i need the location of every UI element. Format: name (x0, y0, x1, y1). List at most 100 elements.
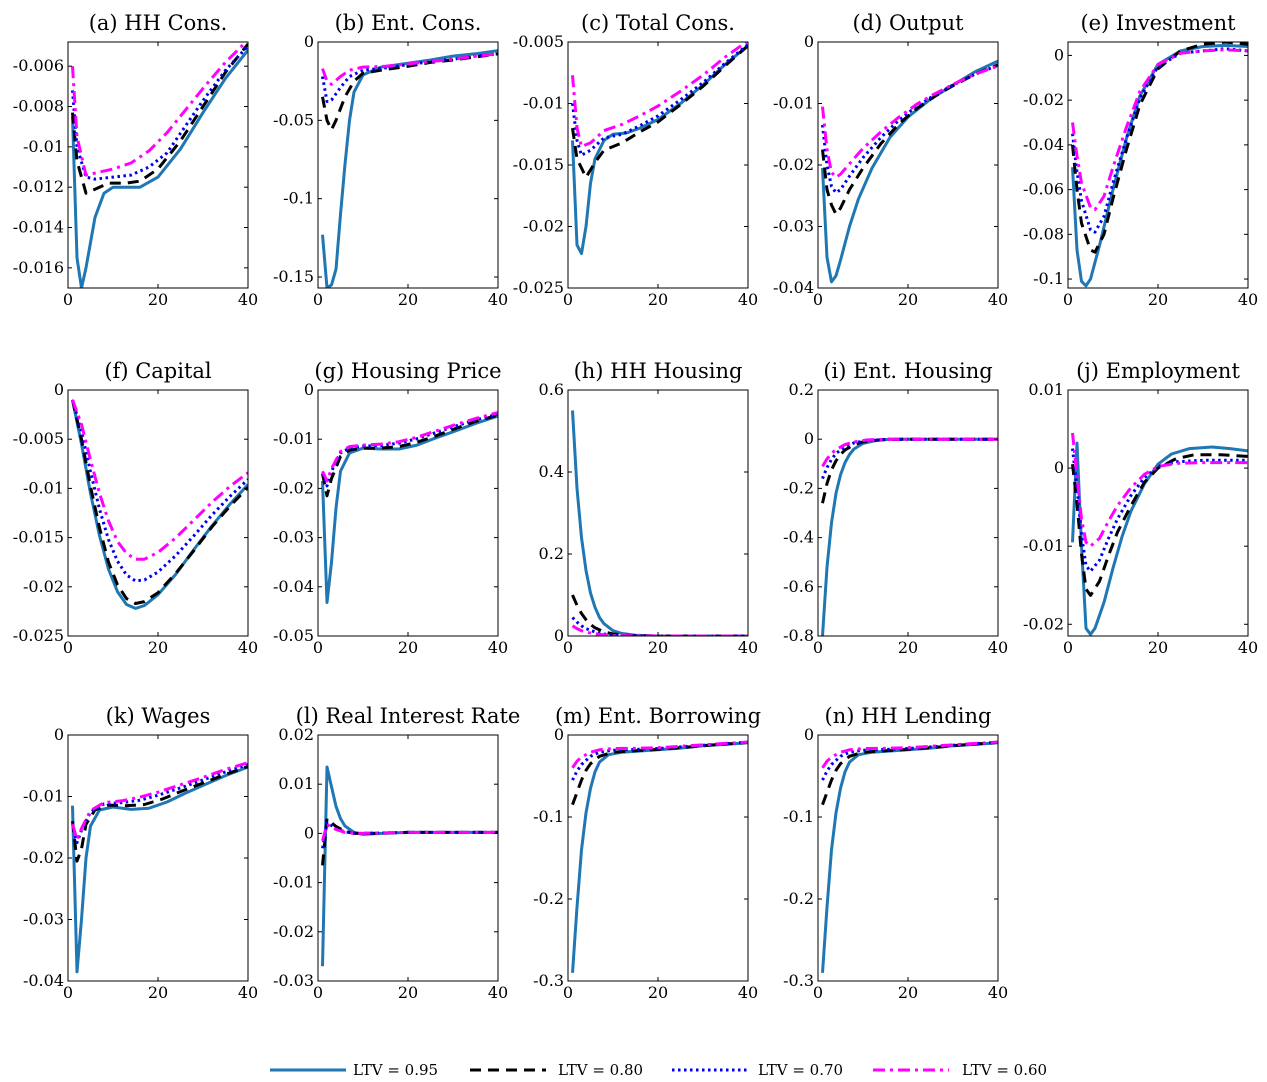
y-tick-label: -0.005 (13, 429, 64, 448)
y-tick-label: 0 (304, 380, 314, 399)
series-line-ltv-0-95 (71, 49, 248, 288)
series-line-ltv-0-70 (571, 43, 748, 157)
x-tick-label: 20 (648, 983, 668, 1002)
series-line-ltv-0-95 (821, 437, 998, 636)
series-line-ltv-0-70 (821, 63, 998, 195)
y-tick-label: -0.03 (273, 971, 314, 990)
y-tick-label: 0 (304, 823, 314, 842)
series-line-ltv-0-80 (71, 399, 248, 605)
series-line-ltv-0-80 (321, 52, 498, 132)
y-tick-label: -0.01 (523, 94, 564, 113)
series-line-ltv-0-95 (571, 410, 748, 636)
panel-n-hh-lending: (n) HH Lending 0 20 40 0 -0.1 -0.2 -0.3 (783, 704, 1008, 1002)
panel-title: (h) HH Housing (574, 359, 743, 383)
series-line-ltv-0-95 (71, 765, 248, 974)
y-tick-label: -0.01 (773, 94, 814, 113)
panel-title: (i) Ent. Housing (823, 359, 992, 383)
x-tick-label: 20 (398, 983, 418, 1002)
axes-box (317, 389, 499, 637)
series-line-ltv-0-80 (821, 437, 998, 504)
panel-b-ent-cons: (b) Ent. Cons. 0 20 40 0 -0.05 -0.1 -0.15 (273, 11, 508, 309)
y-tick-label: 0.01 (278, 774, 314, 793)
x-tick-label: 0 (1063, 290, 1073, 309)
series-line-ltv-0-70 (821, 437, 998, 480)
y-tick-label: 0 (554, 725, 564, 744)
series-line-ltv-0-70 (71, 399, 248, 583)
y-tick-label: 0 (54, 380, 64, 399)
x-tick-label: 0 (813, 290, 823, 309)
panel-i-ent-housing: (i) Ent. Housing 0 20 40 0.2 0 -0.2 -0.4 -0.6 -0.… (783, 359, 1008, 657)
series-line-ltv-0-60 (71, 761, 248, 841)
y-tick-label: -0.3 (533, 971, 564, 990)
x-tick-label: 20 (148, 290, 168, 309)
y-tick-label: -0.02 (773, 155, 814, 174)
y-tick-label: -0.025 (13, 626, 64, 645)
y-tick-label: 0 (304, 32, 314, 51)
series-line-ltv-0-70 (321, 821, 498, 849)
panel-c-total-cons: (c) Total Cons. 0 20 40 -0.005 -0.01 -0.015 -0.… (513, 11, 758, 309)
y-tick-label: -0.04 (23, 971, 64, 990)
y-tick-label: -0.025 (513, 278, 564, 297)
x-tick-label: 20 (648, 638, 668, 657)
x-tick-label: 40 (1238, 638, 1258, 657)
x-tick-label: 40 (488, 638, 508, 657)
x-tick-label: 20 (148, 638, 168, 657)
y-tick-label: -0.01 (273, 429, 314, 448)
series-line-ltv-0-80 (321, 817, 498, 866)
axes-box (817, 41, 999, 289)
y-tick-label: -0.08 (1023, 224, 1064, 243)
series-line-ltv-0-70 (1071, 47, 1248, 234)
x-tick-label: 0 (813, 638, 823, 657)
panel-title: (b) Ent. Cons. (335, 11, 482, 35)
y-tick-label: -0.01 (1023, 536, 1064, 555)
series-line-ltv-0-80 (71, 764, 248, 863)
series-line-ltv-0-80 (321, 413, 498, 498)
x-tick-label: 0 (63, 638, 73, 657)
series-line-ltv-0-95 (821, 741, 998, 973)
y-tick-label: -0.1 (283, 189, 314, 208)
x-tick-label: 40 (988, 983, 1008, 1002)
y-tick-label: 0.4 (539, 462, 564, 481)
panel-h-hh-housing: (h) HH Housing 0 20 40 0.6 0.4 0.2 0 (539, 359, 759, 657)
series-line-ltv-0-70 (1071, 448, 1248, 573)
y-tick-label: -0.02 (23, 848, 64, 867)
panel-e-investment: (e) Investment 0 20 40 0 -0.02 -0.04 -0.06 -0.08… (1023, 11, 1258, 309)
y-tick-label: 0 (1054, 45, 1064, 64)
legend-item-ltv-0-95: LTV = 0.95 (270, 1061, 438, 1079)
series-line-ltv-0-80 (821, 63, 998, 216)
y-tick-label: 0 (54, 725, 64, 744)
y-tick-label: -0.04 (1023, 135, 1064, 154)
series-line-ltv-0-80 (71, 43, 248, 195)
x-tick-label: 20 (898, 290, 918, 309)
y-tick-label: 0.01 (1028, 380, 1064, 399)
series-line-ltv-0-80 (571, 740, 748, 806)
y-tick-label: -0.015 (513, 155, 564, 174)
y-tick-label: -0.1 (783, 807, 814, 826)
legend-label: LTV = 0.95 (353, 1061, 438, 1079)
x-tick-label: 20 (398, 638, 418, 657)
panel-title: (e) Investment (1080, 11, 1236, 35)
y-tick-label: -0.1 (533, 807, 564, 826)
panel-a-hh-cons: (a) HH Cons. 0 20 40 -0.006 -0.008 -0.01 -0.012… (13, 11, 258, 309)
y-tick-label: -0.2 (533, 889, 564, 908)
y-tick-label: -0.008 (13, 97, 64, 116)
x-tick-label: 0 (313, 638, 323, 657)
axes-box (567, 389, 749, 637)
series-line-ltv-0-95 (71, 399, 248, 610)
y-tick-label: -0.15 (273, 267, 314, 286)
y-tick-label: -0.02 (1023, 614, 1064, 633)
y-tick-label: 0 (804, 725, 814, 744)
series-line-ltv-0-60 (571, 42, 748, 148)
legend-label: LTV = 0.80 (558, 1061, 643, 1079)
y-tick-label: 0 (554, 626, 564, 645)
y-tick-label: -0.01 (23, 137, 64, 156)
series-line-ltv-0-95 (571, 44, 748, 256)
x-tick-label: 0 (313, 290, 323, 309)
x-tick-label: 40 (738, 290, 758, 309)
axes-box (1067, 389, 1249, 637)
x-tick-label: 40 (238, 290, 258, 309)
x-tick-label: 0 (813, 983, 823, 1002)
panel-j-employment: (j) Employment 0 20 40 0.01 0 -0.01 -0.02 (1023, 359, 1258, 657)
x-tick-label: 0 (63, 983, 73, 1002)
